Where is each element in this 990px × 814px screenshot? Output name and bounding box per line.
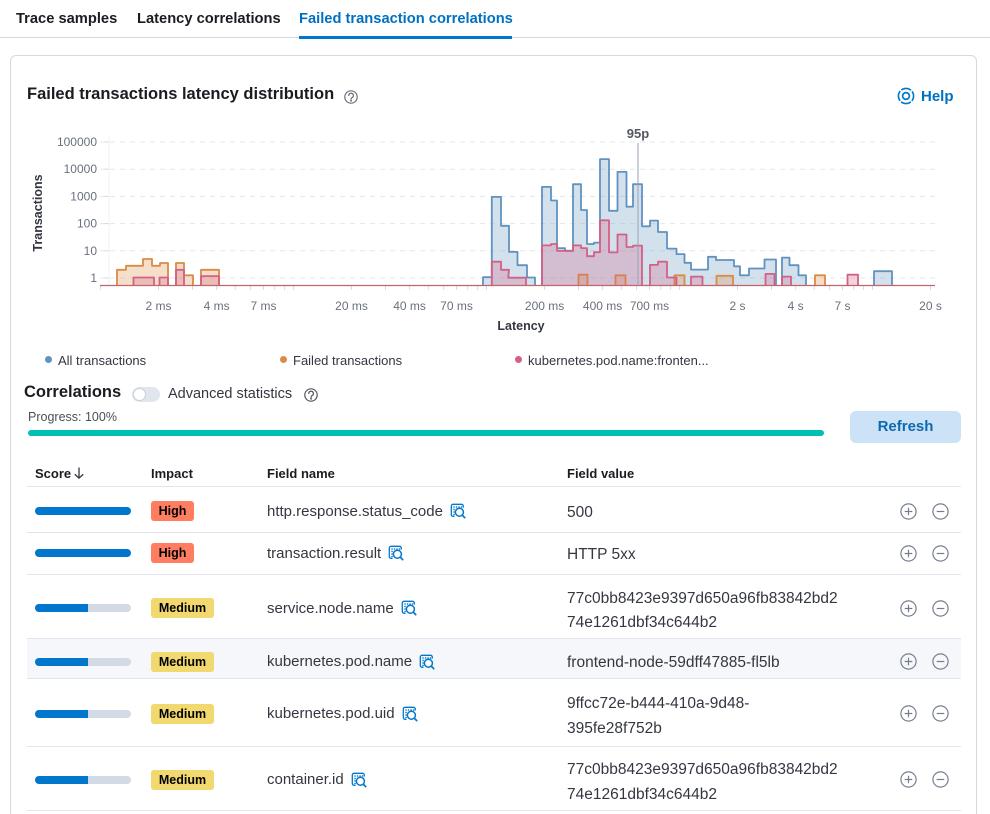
svg-text:200 ms: 200 ms bbox=[525, 299, 564, 313]
svg-text:Latency: Latency bbox=[497, 319, 544, 333]
svg-text:400 ms: 400 ms bbox=[583, 299, 622, 313]
svg-text:100: 100 bbox=[77, 217, 97, 231]
svg-text:7 s: 7 s bbox=[834, 299, 850, 313]
svg-text:4 s: 4 s bbox=[788, 299, 804, 313]
svg-text:7 ms: 7 ms bbox=[250, 299, 276, 313]
svg-text:100000: 100000 bbox=[57, 135, 97, 149]
svg-text:40 ms: 40 ms bbox=[393, 299, 426, 313]
svg-text:1000: 1000 bbox=[70, 189, 97, 203]
svg-text:20 s: 20 s bbox=[919, 299, 942, 313]
svg-text:95p: 95p bbox=[627, 126, 649, 141]
svg-text:1: 1 bbox=[90, 271, 97, 285]
svg-text:2 ms: 2 ms bbox=[145, 299, 171, 313]
svg-text:70 ms: 70 ms bbox=[440, 299, 473, 313]
svg-text:700 ms: 700 ms bbox=[630, 299, 669, 313]
svg-text:10000: 10000 bbox=[64, 162, 98, 176]
svg-text:2 s: 2 s bbox=[729, 299, 745, 313]
svg-text:Transactions: Transactions bbox=[31, 174, 45, 251]
svg-text:10: 10 bbox=[84, 244, 98, 258]
svg-text:20 ms: 20 ms bbox=[335, 299, 368, 313]
svg-text:4 ms: 4 ms bbox=[204, 299, 230, 313]
